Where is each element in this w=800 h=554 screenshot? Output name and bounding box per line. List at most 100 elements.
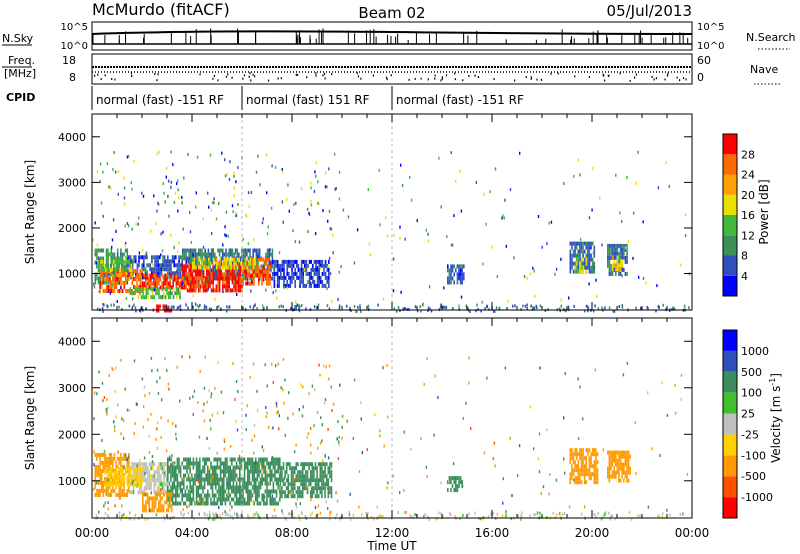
echo-cell xyxy=(162,277,165,282)
echo-cell xyxy=(608,259,611,264)
echo-cell xyxy=(313,470,315,475)
floor-speckle xyxy=(409,514,411,518)
nsky-label: N.Sky xyxy=(2,32,34,45)
echo-cell xyxy=(580,468,583,473)
speckle xyxy=(211,413,213,417)
echo-cell xyxy=(612,255,614,260)
speckle xyxy=(246,404,248,408)
echo-cell xyxy=(94,472,97,477)
echo-cell xyxy=(97,488,100,493)
echo-cell xyxy=(253,501,255,506)
echo-cell xyxy=(583,472,586,477)
echo-cell xyxy=(105,484,108,489)
nave-dot xyxy=(296,74,299,77)
speckle xyxy=(233,174,235,178)
echo-cell xyxy=(150,482,152,487)
echo-cell xyxy=(150,486,152,491)
echo-cell xyxy=(106,259,109,264)
nave-dot xyxy=(667,72,669,75)
speckle xyxy=(234,397,236,401)
floor-speckle xyxy=(290,307,292,311)
echo-cell xyxy=(224,461,227,466)
speckle xyxy=(276,404,278,408)
echo-cell xyxy=(105,460,108,465)
speckle xyxy=(516,474,519,478)
echo-cell xyxy=(198,248,200,253)
echo-cell xyxy=(455,268,457,273)
echo-cell xyxy=(99,256,101,261)
speckle xyxy=(252,260,255,264)
echo-cell xyxy=(459,276,462,281)
echo-cell xyxy=(233,252,235,257)
speckle xyxy=(153,288,156,292)
speckle xyxy=(282,358,285,361)
speckle xyxy=(253,434,256,438)
echo-cell xyxy=(235,461,238,466)
echo-cell xyxy=(629,454,631,459)
echo-cell xyxy=(167,492,170,497)
echo-cell xyxy=(156,490,159,495)
echo-cell xyxy=(616,255,619,260)
floor-speckle xyxy=(254,512,257,516)
echo-cell xyxy=(277,465,279,470)
echo-cell xyxy=(119,259,121,264)
floor-speckle xyxy=(118,305,120,309)
echo-cell xyxy=(245,489,247,494)
floor-speckle xyxy=(240,514,242,518)
speckle xyxy=(167,419,169,423)
echo-cell xyxy=(228,280,230,285)
speckle xyxy=(588,458,590,462)
echo-cell xyxy=(275,263,277,268)
speckle xyxy=(502,501,504,505)
echo-cell xyxy=(210,268,213,273)
echo-cell xyxy=(289,279,292,284)
echo-cell xyxy=(245,501,247,506)
echo-cell xyxy=(311,478,314,483)
speckle xyxy=(144,472,146,476)
speckle xyxy=(518,444,521,448)
echo-cell xyxy=(300,267,303,272)
speckle xyxy=(285,198,288,202)
echo-cell xyxy=(168,465,171,470)
echo-cell xyxy=(571,468,573,473)
echo-cell xyxy=(627,454,630,459)
echo-cell xyxy=(325,478,328,483)
echo-cell xyxy=(97,276,100,281)
floor-speckle xyxy=(256,307,258,311)
speckle xyxy=(541,245,543,249)
speckle xyxy=(253,424,256,428)
floor-speckle xyxy=(495,306,498,310)
echo-cell xyxy=(115,472,117,477)
speckle xyxy=(446,235,448,239)
speckle xyxy=(316,410,319,414)
floor-speckle xyxy=(506,307,508,310)
cpid-segment-label: normal (fast) 151 RF xyxy=(246,93,370,107)
echo-cell xyxy=(124,456,127,461)
nave-dot xyxy=(634,76,636,79)
speckle xyxy=(674,411,677,415)
speckle xyxy=(288,391,290,395)
echo-cell xyxy=(328,279,330,284)
echo-cell xyxy=(123,478,126,483)
echo-cell xyxy=(309,478,312,483)
echo-cell xyxy=(259,457,262,462)
echo-cell xyxy=(113,281,116,285)
echo-cell xyxy=(577,241,580,246)
speckle xyxy=(529,272,532,276)
speckle xyxy=(186,260,188,264)
echo-cell xyxy=(297,275,300,280)
echo-cell xyxy=(267,493,270,498)
echo-cell xyxy=(184,493,187,498)
echo-cell xyxy=(154,271,156,276)
echo-cell xyxy=(258,457,260,462)
speckle xyxy=(189,465,191,469)
echo-cell xyxy=(154,267,156,272)
echo-cell xyxy=(285,462,288,467)
echo-cell xyxy=(593,452,596,457)
speckle xyxy=(274,364,277,368)
echo-cell xyxy=(153,462,156,467)
speckle xyxy=(107,507,109,511)
speckle xyxy=(322,209,324,213)
echo-cell xyxy=(267,281,270,286)
speckle xyxy=(293,203,295,207)
